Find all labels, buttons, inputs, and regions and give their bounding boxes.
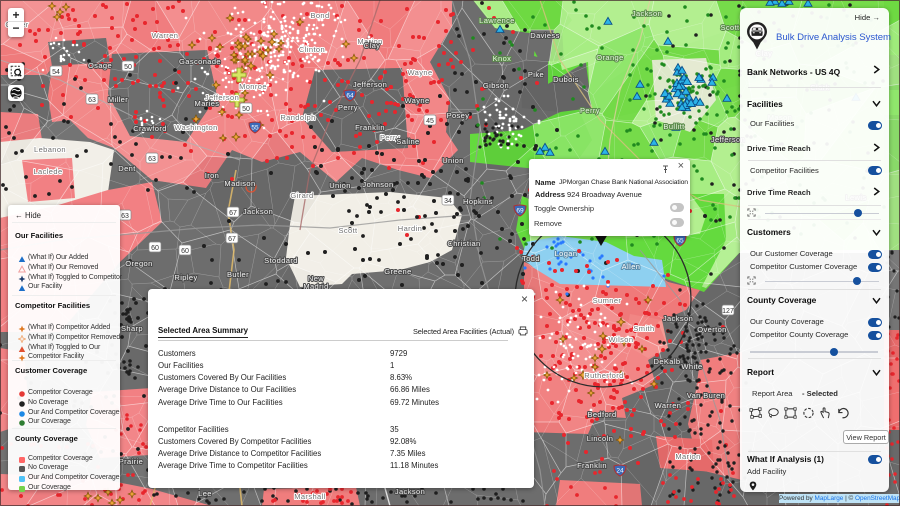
svg-text:34: 34 — [444, 198, 452, 205]
svg-text:Christian: Christian — [447, 239, 480, 248]
svg-text:24: 24 — [616, 468, 624, 475]
svg-text:50: 50 — [124, 64, 132, 71]
svg-text:Warren: Warren — [655, 401, 682, 410]
svg-text:Union: Union — [329, 181, 351, 190]
svg-text:Marion: Marion — [675, 452, 700, 461]
svg-text:Jackson: Jackson — [663, 314, 693, 323]
svg-text:Posey: Posey — [447, 111, 470, 120]
svg-text:Sumner: Sumner — [593, 296, 622, 305]
svg-text:60: 60 — [181, 248, 189, 255]
svg-text:64: 64 — [346, 93, 354, 100]
svg-text:Van Buren: Van Buren — [687, 391, 726, 400]
svg-text:55: 55 — [251, 125, 259, 132]
svg-text:Jefferson: Jefferson — [711, 135, 745, 144]
svg-text:Clinton: Clinton — [299, 45, 325, 54]
svg-text:63: 63 — [121, 213, 129, 220]
svg-text:Dubois: Dubois — [553, 75, 579, 84]
svg-text:Knox: Knox — [493, 54, 512, 63]
svg-text:White: White — [681, 362, 702, 371]
svg-text:Marshall: Marshall — [294, 492, 326, 501]
svg-text:Laclede: Laclede — [33, 167, 62, 176]
svg-text:DeKalb: DeKalb — [654, 357, 681, 366]
svg-text:Jefferson: Jefferson — [205, 93, 239, 102]
svg-text:Butler: Butler — [227, 270, 249, 279]
svg-text:Franklin: Franklin — [355, 123, 385, 132]
svg-text:Miller: Miller — [108, 95, 128, 104]
svg-text:Oregon: Oregon — [125, 259, 152, 268]
svg-text:Greene: Greene — [384, 267, 411, 276]
svg-text:Hopkins: Hopkins — [463, 197, 493, 206]
svg-text:Madison: Madison — [224, 179, 255, 188]
svg-text:Wayne: Wayne — [404, 96, 429, 105]
svg-text:Sharp: Sharp — [121, 324, 143, 333]
svg-text:Wayne: Wayne — [407, 68, 432, 77]
svg-text:New: New — [308, 274, 324, 283]
svg-text:Wilson: Wilson — [609, 335, 634, 344]
svg-text:Franklin: Franklin — [577, 461, 607, 470]
svg-text:Scott: Scott — [720, 23, 740, 32]
svg-text:Clay: Clay — [364, 41, 381, 50]
svg-text:60: 60 — [151, 245, 159, 252]
svg-text:Bedford: Bedford — [587, 410, 616, 419]
svg-text:Prairie: Prairie — [119, 457, 143, 466]
svg-text:Todd: Todd — [522, 254, 540, 263]
svg-text:Jackson: Jackson — [395, 487, 425, 496]
svg-text:Allen: Allen — [622, 262, 641, 271]
svg-text:63: 63 — [148, 156, 156, 163]
svg-text:Lawrence: Lawrence — [479, 16, 515, 25]
svg-text:69: 69 — [516, 208, 524, 215]
svg-text:Rutherford: Rutherford — [584, 371, 623, 380]
svg-text:Madrid: Madrid — [303, 282, 328, 291]
svg-text:65: 65 — [676, 238, 684, 245]
svg-text:Jackson: Jackson — [632, 9, 662, 18]
svg-text:Ripley: Ripley — [174, 273, 197, 282]
svg-text:Gibson: Gibson — [483, 81, 509, 90]
svg-text:Dent: Dent — [118, 164, 136, 173]
svg-text:67: 67 — [228, 236, 236, 243]
svg-text:Overton: Overton — [697, 325, 726, 334]
svg-text:63: 63 — [88, 97, 96, 104]
svg-text:Crawford: Crawford — [133, 124, 167, 133]
svg-text:Warren: Warren — [152, 31, 179, 40]
svg-text:Orange: Orange — [596, 53, 623, 62]
svg-text:50: 50 — [242, 106, 250, 113]
svg-text:Monroe: Monroe — [239, 82, 267, 91]
svg-text:Hardin: Hardin — [398, 224, 423, 233]
svg-text:Lincoln: Lincoln — [587, 434, 614, 443]
svg-text:Marion: Marion — [357, 37, 382, 46]
svg-text:Smith: Smith — [633, 324, 654, 333]
svg-text:Perry: Perry — [580, 106, 600, 115]
svg-text:Gasconade: Gasconade — [179, 57, 221, 66]
svg-text:Jefferson: Jefferson — [353, 80, 387, 89]
svg-text:Iron: Iron — [205, 171, 220, 180]
svg-text:Lee: Lee — [198, 489, 212, 498]
svg-text:67: 67 — [229, 210, 237, 217]
svg-text:45: 45 — [426, 118, 434, 125]
svg-text:Saline: Saline — [396, 137, 419, 146]
svg-text:Osage: Osage — [88, 61, 112, 70]
svg-text:Bond: Bond — [310, 11, 329, 20]
svg-text:Scott: Scott — [338, 226, 358, 235]
svg-text:Maries: Maries — [195, 99, 220, 108]
svg-text:Johnson: Johnson — [362, 180, 393, 189]
svg-text:Girard: Girard — [290, 191, 313, 200]
svg-text:Lebanon: Lebanon — [34, 145, 66, 154]
svg-text:Logan: Logan — [555, 249, 578, 258]
svg-text:Bullitt: Bullitt — [663, 122, 685, 131]
svg-text:Daviess: Daviess — [530, 31, 559, 40]
svg-text:Pike: Pike — [528, 70, 544, 79]
svg-text:Stoddard: Stoddard — [264, 256, 298, 265]
svg-text:Perry: Perry — [380, 133, 400, 142]
svg-text:Union: Union — [442, 156, 464, 165]
svg-text:Randolph: Randolph — [280, 113, 315, 122]
svg-text:Jackson: Jackson — [243, 207, 273, 216]
svg-text:Washington: Washington — [174, 123, 217, 132]
svg-text:Perry: Perry — [338, 103, 358, 112]
svg-text:127: 127 — [722, 308, 734, 315]
svg-text:54: 54 — [52, 69, 60, 76]
